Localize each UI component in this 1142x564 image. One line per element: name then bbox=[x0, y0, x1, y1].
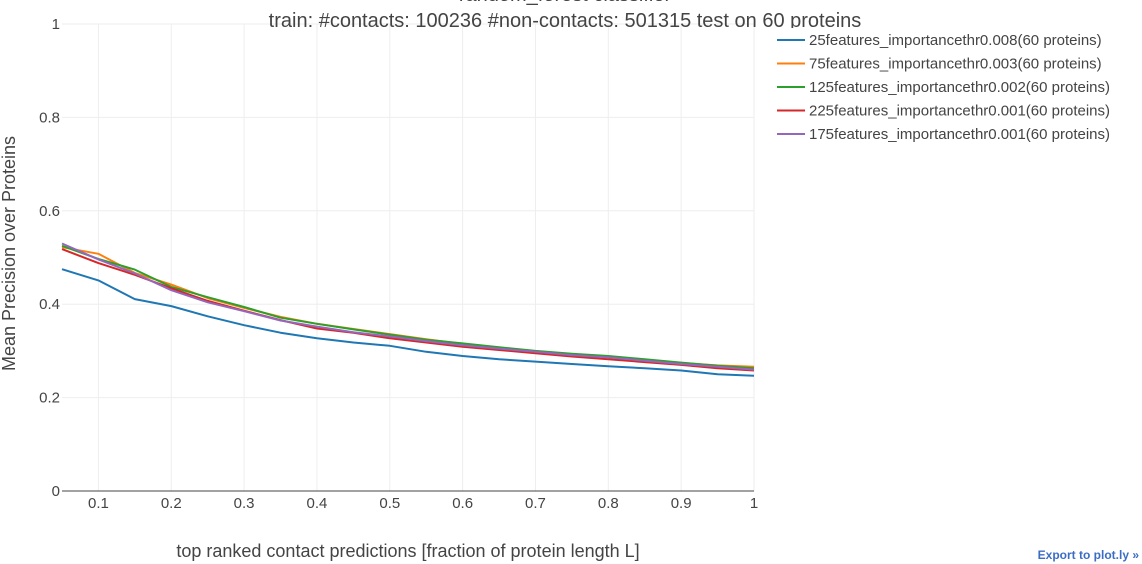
series-line[interactable] bbox=[61, 248, 755, 372]
x-tick-label: 0.3 bbox=[234, 495, 255, 512]
chart-title-line: random_forest classifier bbox=[459, 0, 672, 6]
x-tick-label: 0.5 bbox=[379, 495, 400, 512]
legend-background bbox=[770, 28, 1135, 156]
y-tick-label: 0.4 bbox=[39, 296, 60, 313]
chart-title-line: train: #contacts: 100236 #non-contacts: … bbox=[269, 10, 862, 32]
x-tick-label: 0.8 bbox=[598, 495, 619, 512]
series-line[interactable] bbox=[61, 242, 755, 371]
y-tick-label: 0.6 bbox=[39, 203, 60, 220]
y-tick-label: 0 bbox=[52, 483, 60, 500]
legend-item-label[interactable]: 175features_importancethr0.001(60 protei… bbox=[809, 126, 1110, 143]
x-tick-label: 0.2 bbox=[161, 495, 182, 512]
x-tick-label: 0.7 bbox=[525, 495, 546, 512]
legend[interactable]: 25features_importancethr0.008(60 protein… bbox=[770, 28, 1135, 156]
x-tick-label: 0.9 bbox=[671, 495, 692, 512]
legend-item-label[interactable]: 25features_importancethr0.008(60 protein… bbox=[809, 32, 1102, 49]
chart-title: random_forest classifier train: #contacts… bbox=[269, 0, 862, 32]
x-tick-label: 0.4 bbox=[307, 495, 328, 512]
y-tick-label: 0.2 bbox=[39, 390, 60, 407]
x-tick-label: 0.6 bbox=[452, 495, 473, 512]
x-axis-title: top ranked contact predictions [fraction… bbox=[176, 541, 639, 561]
y-tick-label: 0.8 bbox=[39, 109, 60, 126]
y-axis-title: Mean Precision over Proteins bbox=[0, 136, 19, 371]
x-tick-label: 1 bbox=[750, 495, 758, 512]
grid-lines bbox=[62, 23, 755, 491]
plot-area bbox=[61, 242, 755, 377]
x-tick-label: 0.1 bbox=[88, 495, 109, 512]
legend-item-label[interactable]: 75features_importancethr0.003(60 protein… bbox=[809, 56, 1102, 73]
series-line[interactable] bbox=[61, 244, 755, 370]
series-line[interactable] bbox=[61, 268, 755, 377]
legend-item-label[interactable]: 125features_importancethr0.002(60 protei… bbox=[809, 79, 1110, 96]
export-to-plotly-link[interactable]: Export to plot.ly » bbox=[1037, 548, 1139, 562]
legend-item-label[interactable]: 225features_importancethr0.001(60 protei… bbox=[809, 103, 1110, 120]
y-tick-label: 1 bbox=[52, 16, 60, 33]
axes: 0.1 0.2 0.3 0.4 0.5 0.6 0.7 0.8 0.9 1 0 0.2 0.4 0.6 0.… bbox=[0, 16, 758, 561]
